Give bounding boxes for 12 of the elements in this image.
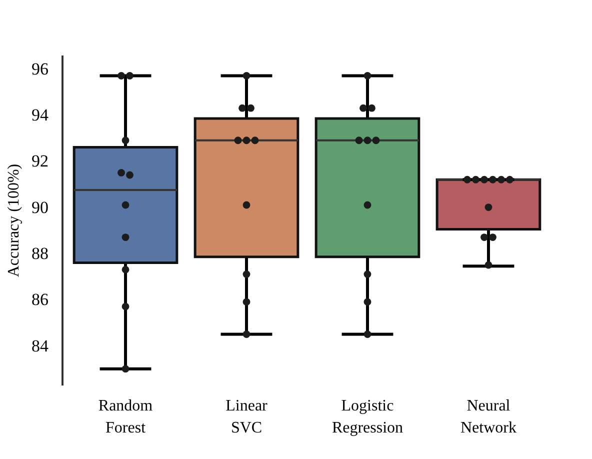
y-tick-label: 92 <box>32 152 48 171</box>
y-tick-label: 88 <box>32 244 48 263</box>
x-tick-label: Linear SVC <box>226 398 268 436</box>
x-tick-label: Random Forest <box>98 398 154 436</box>
y-tick-label: 96 <box>32 59 48 78</box>
y-tick-label: 94 <box>32 106 49 124</box>
y-tick-label: 84 <box>32 336 49 356</box>
x-tick-label: Logistic Regression <box>332 398 404 436</box>
y-tick-label: 86 <box>32 290 48 310</box>
y-tick-label: 90 <box>32 198 48 217</box>
y-axis-title: Accuracy (100%) <box>6 164 22 278</box>
x-tick-label: Neural Network <box>460 398 516 436</box>
